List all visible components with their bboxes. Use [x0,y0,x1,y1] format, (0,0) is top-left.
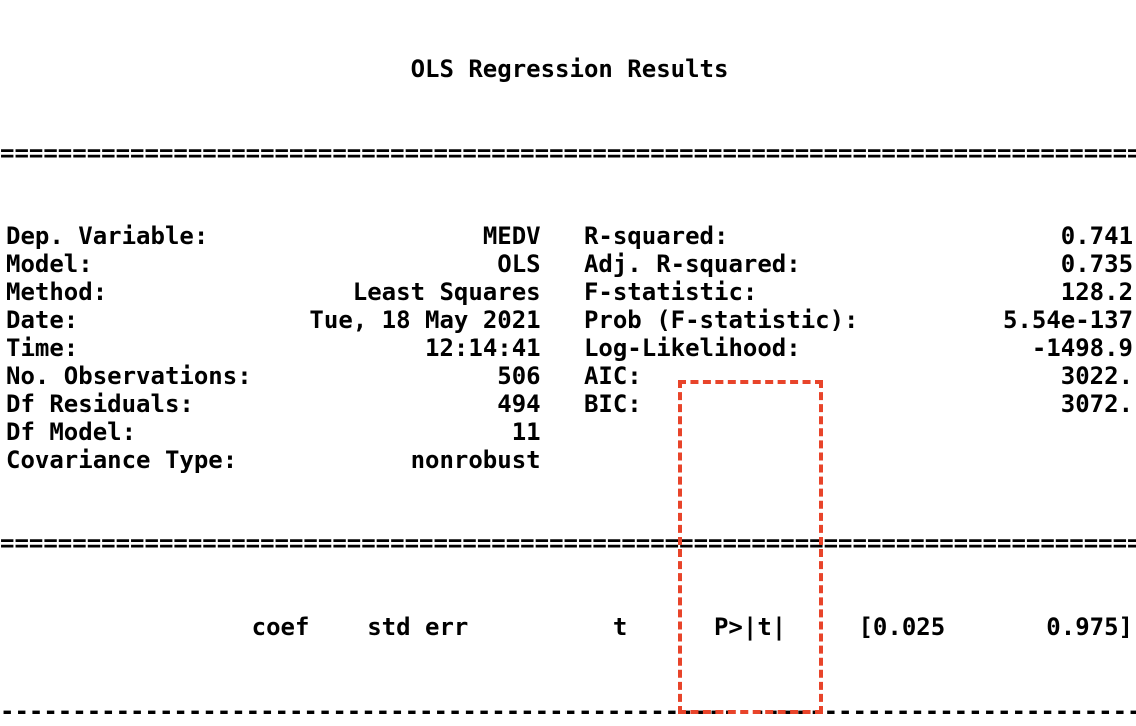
info-row: No. Observations: 506 AIC: 3022. [6,363,1136,391]
info-value: 0.741 [1060,223,1134,251]
info-label: Prob (F-statistic): [583,307,859,335]
info-label: Dep. Variable: [6,223,209,251]
coef-header-cell: std err [367,614,469,642]
info-left-pair: Covariance Type: nonrobust [6,447,541,475]
info-row: Dep. Variable: MEDV R-squared: 0.741 [6,223,1136,251]
coef-header-cell: t [612,614,628,642]
info-left-pair: Df Residuals: 494 [6,391,541,419]
info-value: 494 [497,390,541,418]
summary-title: OLS Regression Results [410,55,729,83]
info-value: MEDV [482,223,541,251]
info-left-pair: Time: 12:14:41 [6,335,541,363]
info-label: Log-Likelihood: [583,334,801,362]
coef-header-cell: [0.025 [858,614,946,642]
info-value: 12:14:41 [425,334,541,362]
info-label: Model: [6,251,93,279]
info-label: AIC: [583,362,642,390]
info-row: Df Model: 11 [6,419,1136,447]
info-right-pair: Prob (F-statistic): 5.54e-137 [584,307,1133,335]
info-label: No. Observations: [6,362,252,390]
info-right-pair: AIC: 3022. [584,363,1133,391]
info-label: F-statistic: [583,279,758,307]
info-label: Time: [6,334,79,362]
info-left-pair: Df Model: 11 [6,419,541,447]
info-label: Covariance Type: [6,446,238,474]
info-value: 5.54e-137 [1002,307,1134,335]
info-value: Tue, 18 May 2021 [309,307,541,335]
info-right-pair: Log-Likelihood: -1498.9 [584,335,1133,363]
info-value: 11 [511,418,541,446]
info-right-pair: BIC: 3072. [584,391,1133,419]
info-label: Date: [6,307,79,335]
coef-table-header: coef std err t P>|t| [0.025 0.975] [6,614,1133,642]
info-right-pair: R-squared: 0.741 [584,223,1133,251]
coef-header-cell: 0.975] [1046,614,1133,642]
info-value: 3022. [1060,362,1134,390]
info-value: -1498.9 [1031,334,1134,362]
info-value: 506 [497,362,541,390]
info-row: Df Residuals: 494 BIC: 3072. [6,391,1136,419]
info-left-pair: Date: Tue, 18 May 2021 [6,307,541,335]
top-double-rule: ========================================… [0,139,1136,167]
info-value: nonrobust [410,446,541,474]
header-single-rule: ----------------------------------------… [0,697,1136,725]
info-right-pair: Adj. R-squared: 0.735 [584,251,1133,279]
info-value: 128.2 [1060,279,1134,307]
info-label: Df Residuals: [6,390,194,418]
info-row: Method: Least Squares F-statistic: 128.2 [6,279,1136,307]
info-value: OLS [497,251,541,279]
model-info-section: Dep. Variable: MEDV R-squared: 0.741 Model: O… [6,223,1136,474]
coef-header-cell: P>|t| [713,614,787,642]
info-left-pair: Method: Least Squares [6,279,541,307]
info-value: 3072. [1060,390,1134,418]
info-row: Model: OLS Adj. R-squared: 0.735 [6,251,1136,279]
info-left-pair: No. Observations: 506 [6,363,541,391]
info-row: Covariance Type: nonrobust [6,447,1136,475]
info-value: Least Squares [352,279,541,307]
info-right-pair: F-statistic: 128.2 [584,279,1133,307]
mid-double-rule: ========================================… [0,530,1136,558]
info-row: Time: 12:14:41 Log-Likelihood: -1498.9 [6,335,1136,363]
info-label: R-squared: [583,223,729,251]
coef-header-cell [6,614,136,642]
coef-header-cell: coef [251,614,310,642]
info-value: 0.735 [1060,251,1134,279]
info-label: Df Model: [6,418,137,446]
info-left-pair: Dep. Variable: MEDV [6,223,541,251]
info-label: Method: [6,279,108,307]
info-label: BIC: [583,390,642,418]
info-row: Date: Tue, 18 May 2021 Prob (F-statistic):… [6,307,1136,335]
info-left-pair: Model: OLS [6,251,541,279]
info-label: Adj. R-squared: [583,251,801,279]
